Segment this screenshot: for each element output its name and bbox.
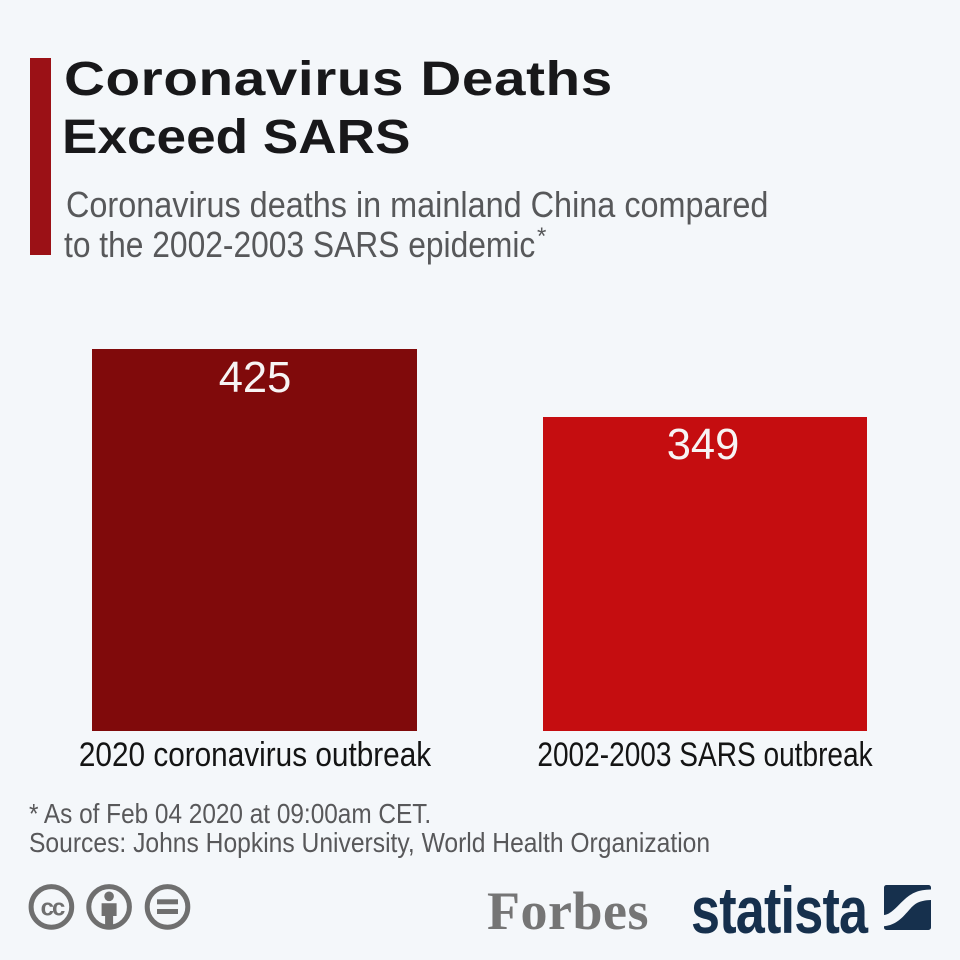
- svg-text:cc: cc: [41, 895, 65, 922]
